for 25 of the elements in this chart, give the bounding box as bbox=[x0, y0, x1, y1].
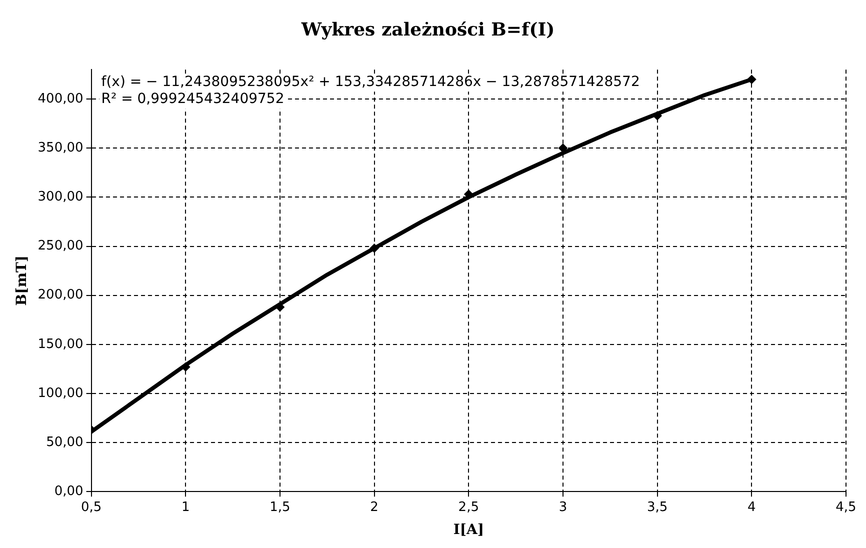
x-tick-label: 0,5 bbox=[80, 500, 102, 515]
x-tick-label: 1 bbox=[181, 500, 190, 515]
x-tick-label: 2 bbox=[370, 500, 378, 515]
x-tick-label: 4 bbox=[748, 500, 756, 515]
annotation: R² = 0,999245432409752 bbox=[101, 91, 284, 108]
point bbox=[747, 74, 756, 84]
x-tick-label: 4,5 bbox=[836, 500, 856, 515]
x-axis-title: I[A] bbox=[453, 522, 484, 538]
x-tick-label: 2,5 bbox=[458, 500, 479, 515]
y-tick-label: 300,00 bbox=[38, 190, 84, 205]
x-tick-label: 1,5 bbox=[270, 500, 290, 515]
y-tick-label: 200,00 bbox=[38, 288, 84, 303]
y-tick-label: 50,00 bbox=[46, 434, 84, 450]
annotation: f(x) = − 11,2438095238095x² + 153,334285714286x − 13,2878571428572 bbox=[101, 74, 640, 90]
x-tick-label: 3,5 bbox=[646, 500, 668, 515]
y-tick-label: 150,00 bbox=[38, 336, 84, 352]
y-tick-label: 250,00 bbox=[38, 238, 84, 254]
x-tick-label: 3 bbox=[558, 500, 568, 515]
y-axis-title: B[mT] bbox=[14, 255, 30, 306]
y-tick-label: 400,00 bbox=[38, 91, 84, 106]
y-tick-label: 100,00 bbox=[38, 386, 84, 401]
y-tick-label: 0,00 bbox=[54, 484, 84, 499]
point bbox=[370, 244, 379, 253]
y-tick-label: 350,00 bbox=[38, 140, 84, 156]
chart-title: Wykres zależności B=f(I) bbox=[300, 19, 555, 40]
